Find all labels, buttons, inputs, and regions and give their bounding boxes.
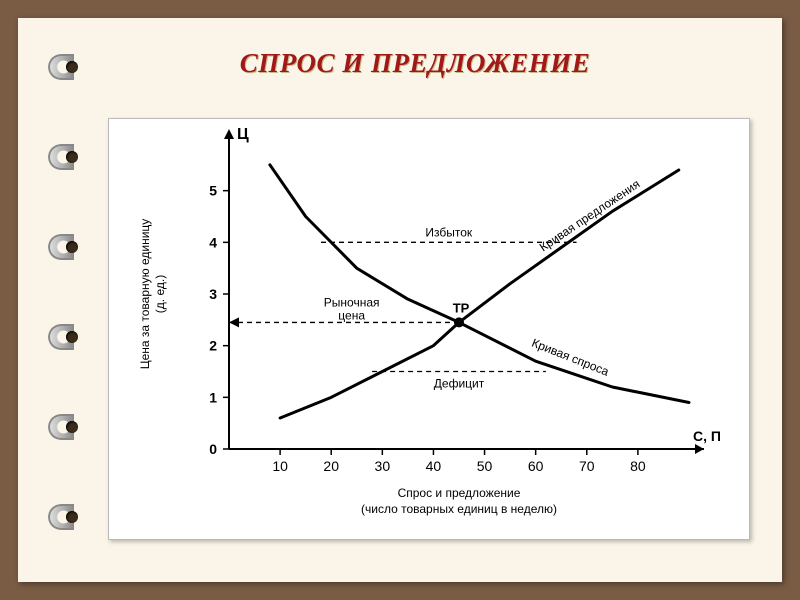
binder-rings: [56, 52, 80, 528]
svg-text:(д. ед.): (д. ед.): [153, 275, 167, 313]
svg-text:30: 30: [375, 458, 391, 474]
svg-text:40: 40: [426, 458, 442, 474]
slide-title: СПРОС И ПРЕДЛОЖЕНИЕ: [108, 48, 722, 79]
svg-text:5: 5: [209, 183, 217, 199]
svg-text:Спрос и предложение: Спрос и предложение: [398, 486, 521, 500]
chart-container: 10 20 30 40 50 60 70 80 0 1 2 3 4 5 Ц С, П Цена за товар…: [108, 118, 750, 540]
svg-text:1: 1: [209, 389, 217, 405]
svg-text:3: 3: [209, 286, 217, 302]
svg-text:цена: цена: [338, 308, 365, 322]
svg-text:Ц: Ц: [237, 126, 249, 143]
slide-page: СПРОС И ПРЕДЛОЖЕНИЕ 10 20 30 40 50 60 70 80 0 1 2 3…: [18, 18, 782, 582]
svg-text:Дефицит: Дефицит: [434, 377, 485, 391]
svg-text:(число товарных единиц в недел: (число товарных единиц в неделю): [361, 502, 557, 516]
slide-frame: СПРОС И ПРЕДЛОЖЕНИЕ 10 20 30 40 50 60 70 80 0 1 2 3…: [0, 0, 800, 600]
svg-text:2: 2: [209, 338, 217, 354]
supply-demand-chart: 10 20 30 40 50 60 70 80 0 1 2 3 4 5 Ц С, П Цена за товар…: [109, 119, 749, 539]
svg-text:4: 4: [209, 234, 217, 250]
svg-text:70: 70: [579, 458, 595, 474]
svg-text:10: 10: [272, 458, 288, 474]
svg-text:С, П: С, П: [693, 428, 721, 444]
svg-text:Цена за товарную единицу: Цена за товарную единицу: [138, 219, 152, 370]
svg-text:Рыночная: Рыночная: [324, 295, 380, 309]
svg-text:ТР: ТР: [453, 300, 470, 315]
svg-text:80: 80: [630, 458, 646, 474]
svg-text:60: 60: [528, 458, 544, 474]
svg-text:50: 50: [477, 458, 493, 474]
svg-text:Избыток: Избыток: [425, 225, 473, 239]
svg-text:0: 0: [209, 441, 217, 457]
svg-text:Кривая предложения: Кривая предложения: [537, 177, 643, 255]
svg-text:20: 20: [323, 458, 339, 474]
